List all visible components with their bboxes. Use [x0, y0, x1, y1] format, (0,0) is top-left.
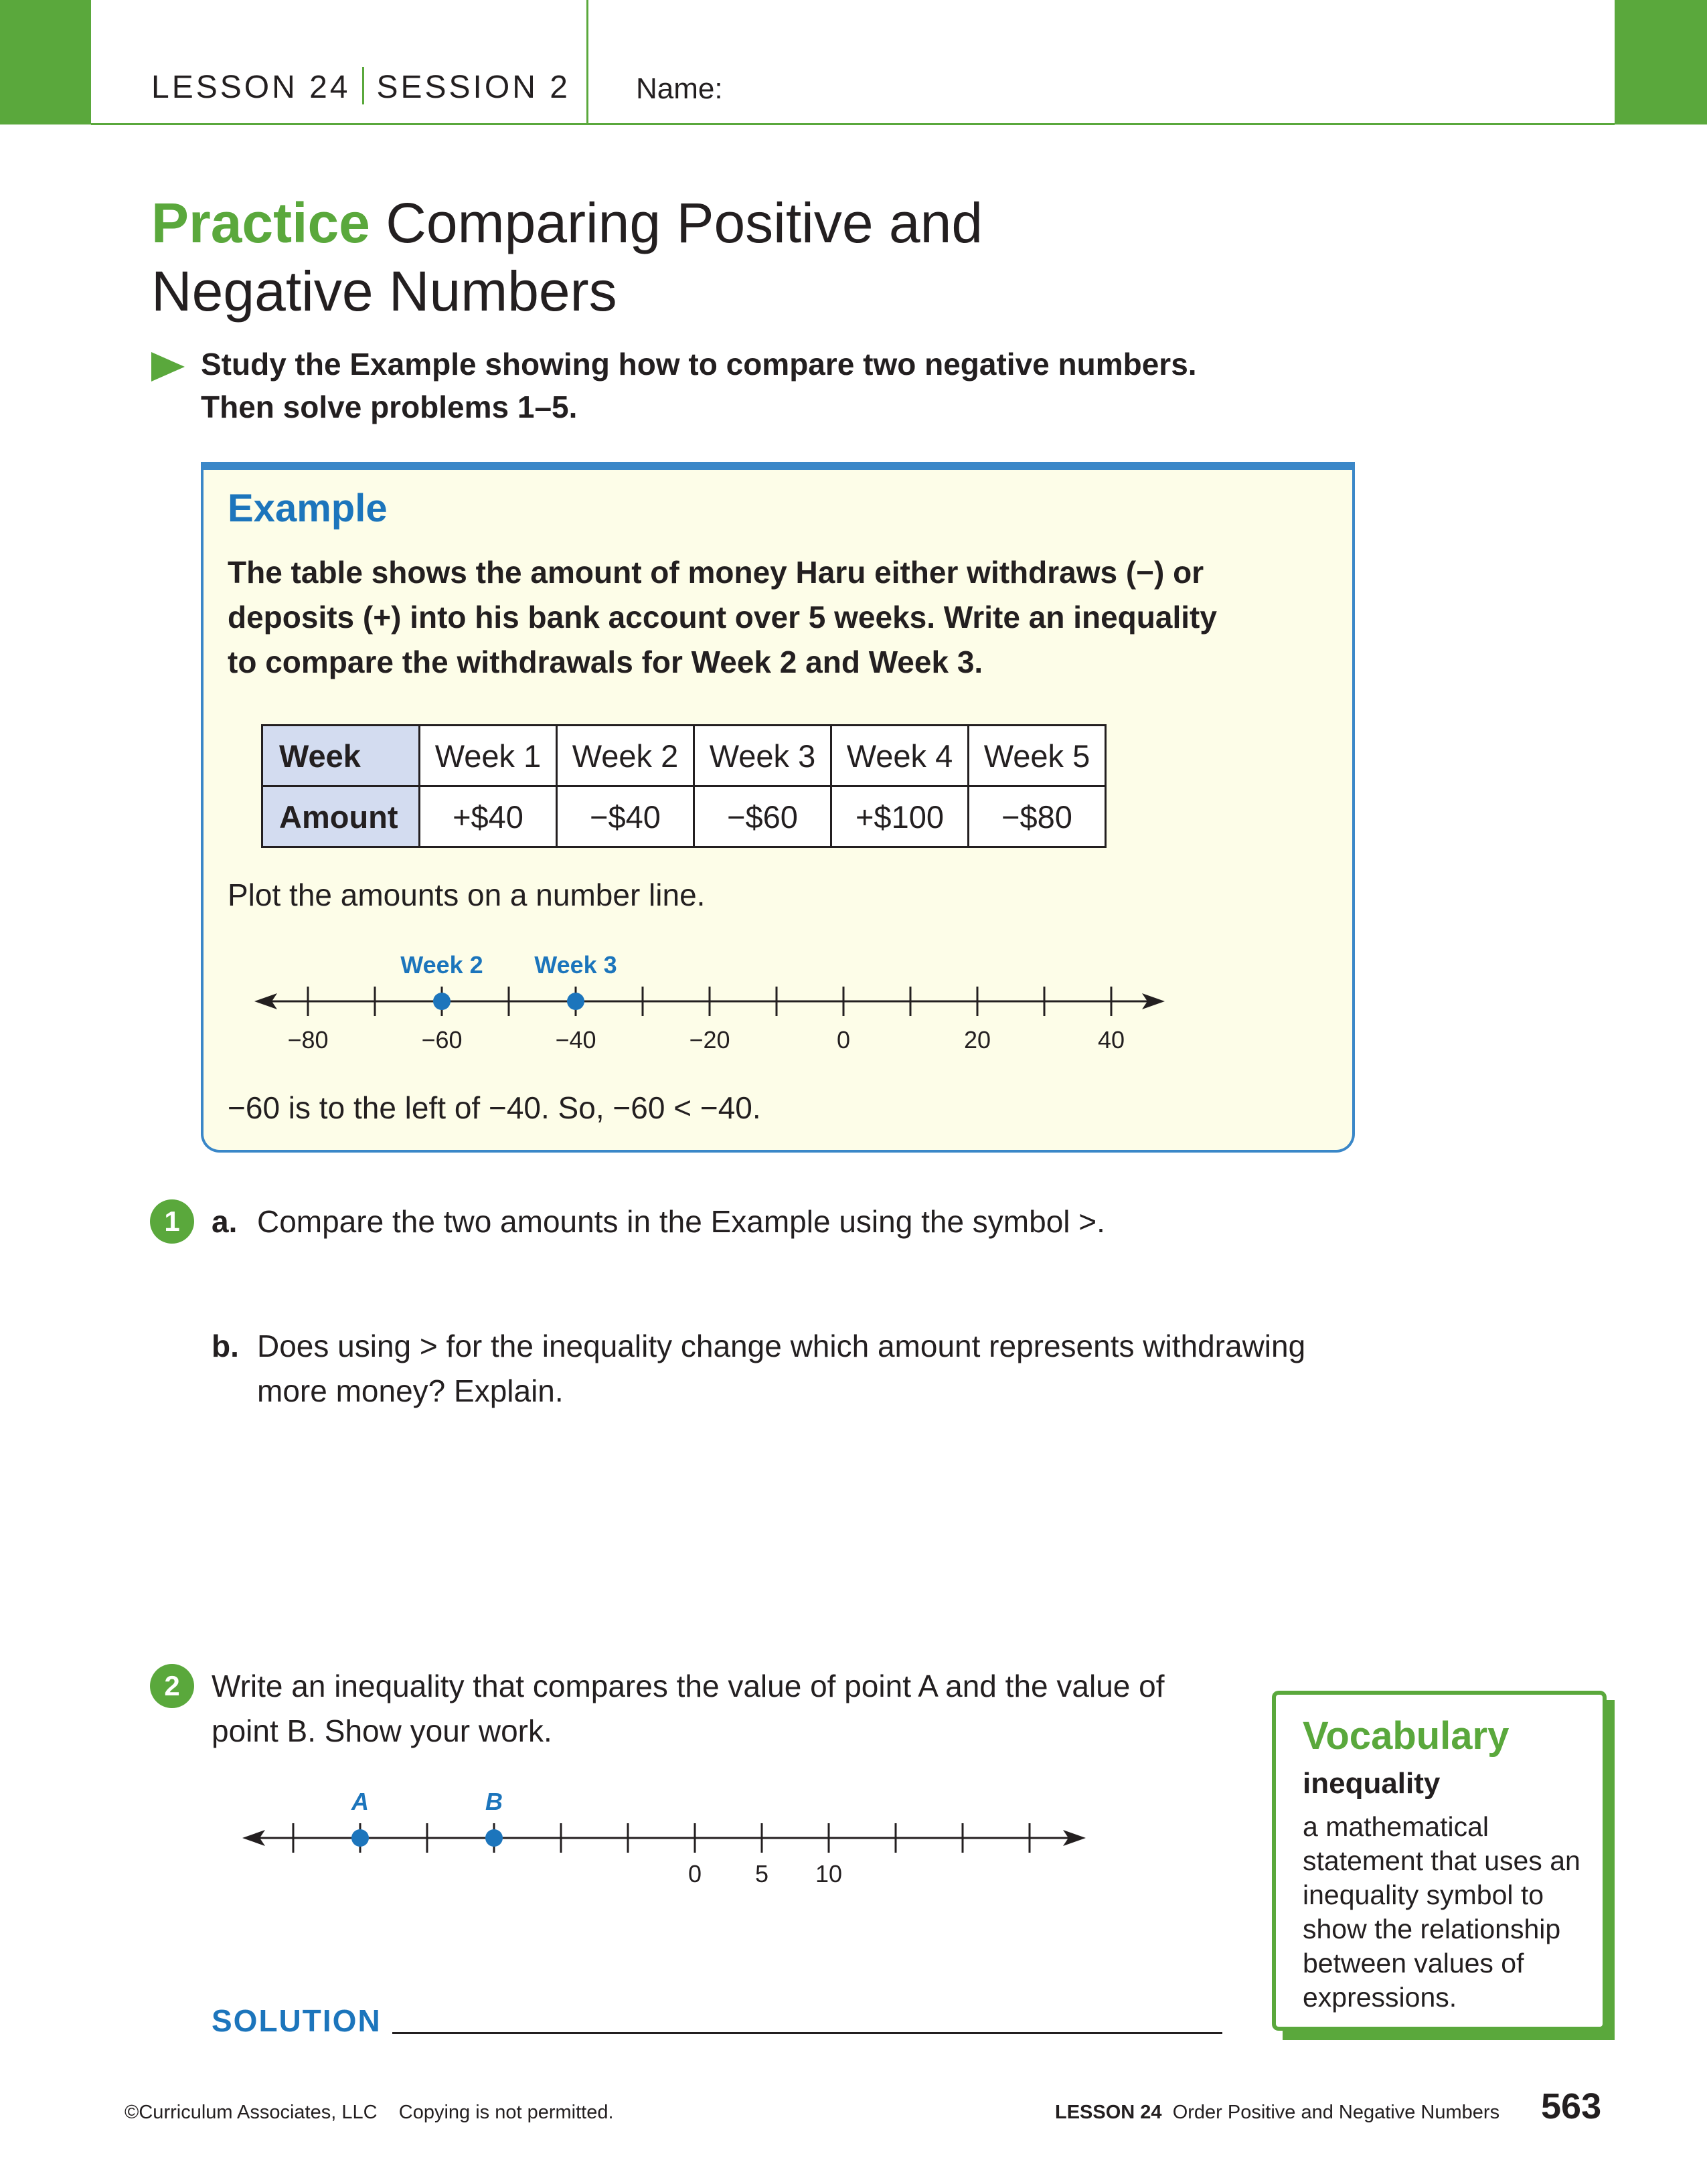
- tick-label: 10: [815, 1860, 842, 1887]
- problem-2-text: Write an inequality that compares the va…: [212, 1664, 1256, 1754]
- tick-label: 5: [755, 1860, 768, 1887]
- example-number-line: −80 −60 −40 −20 0 20 40 Week 2 Week 3: [254, 951, 1165, 1054]
- name-label: Name:: [636, 72, 723, 105]
- header-rule: [91, 123, 1615, 125]
- plot-instruction: Plot the amounts on a number line.: [228, 877, 706, 912]
- amount-table: Week Week 1 Week 2 Week 3 Week 4 Week 5 …: [261, 724, 1107, 848]
- session-label: SESSION 2: [376, 70, 570, 105]
- instructions: Study the Example showing how to compare…: [201, 343, 1272, 428]
- problem-2-line1: Write an inequality that compares the va…: [212, 1669, 1165, 1703]
- table-cell: Week 1: [418, 724, 558, 787]
- table-cell: Week 3: [693, 724, 832, 787]
- footer-lesson-number: LESSON 24: [1055, 2102, 1162, 2123]
- week3-point-label: Week 3: [534, 951, 617, 979]
- problem-2-number-line: 0 5 10 A B: [242, 1788, 1086, 1887]
- right-arrow-icon: [1142, 993, 1165, 1009]
- table-cell: +$100: [830, 785, 969, 848]
- problem-1-number: 1: [150, 1199, 194, 1244]
- vocabulary-term: inequality: [1303, 1767, 1441, 1800]
- point-b-label: B: [485, 1788, 503, 1815]
- instructions-line1: Study the Example showing how to compare…: [201, 347, 1197, 382]
- vocabulary-definition: a mathematical statement that uses an in…: [1303, 1811, 1580, 2013]
- table-cell: Week 2: [556, 724, 695, 787]
- problem-1b-letter-text: b.: [212, 1329, 239, 1363]
- table-cell: −$60: [693, 785, 832, 848]
- tick-label: 40: [1098, 1026, 1125, 1054]
- title-line2: Negative Numbers: [151, 260, 617, 323]
- vocabulary-box: [1272, 1691, 1607, 2031]
- vocabulary-title: Vocabulary: [1303, 1714, 1510, 1758]
- problem-1b-line2: more money? Explain.: [257, 1373, 564, 1408]
- table-cell: −$80: [967, 785, 1107, 848]
- example-result: −60 is to the left of −40. So, −60 < −40…: [228, 1090, 761, 1125]
- example-prompt-line2: deposits (+) into his bank account over …: [228, 600, 1217, 635]
- problem-1b-line1: Does using > for the inequality change w…: [257, 1329, 1306, 1363]
- title-line1: Comparing Positive and: [386, 191, 983, 254]
- tick-label: −80: [287, 1026, 328, 1054]
- point-a-label: A: [351, 1788, 369, 1815]
- table-cell: −$40: [556, 785, 695, 848]
- page-title: Practice Comparing Positive and Negative…: [151, 189, 1088, 325]
- lesson-label: LESSON 24: [151, 70, 351, 105]
- table-row-week: Week Week 1 Week 2 Week 3 Week 4 Week 5: [261, 724, 1107, 787]
- left-arrow-icon: [254, 993, 277, 1009]
- problem-1a-letter: a.: [212, 1199, 237, 1244]
- problem-1a-letter-text: a.: [212, 1204, 238, 1239]
- lesson-session-label: LESSON 24 SESSION 2: [151, 67, 570, 106]
- title-keyword: Practice: [151, 191, 370, 254]
- footer-lesson: LESSON 24 Order Positive and Negative Nu…: [1055, 2102, 1499, 2124]
- table-row-header: Week: [261, 724, 420, 787]
- week2-point-label: Week 2: [400, 951, 483, 979]
- week3-point: [567, 993, 584, 1010]
- page-number: 563: [1541, 2086, 1602, 2126]
- arrow-icon: [151, 352, 185, 382]
- tick-label: −40: [555, 1026, 596, 1054]
- solution-answer-line[interactable]: [392, 2032, 1222, 2034]
- problem-2-number: 2: [150, 1664, 194, 1708]
- problem-1b-letter: b.: [212, 1324, 239, 1369]
- tick-label: −20: [689, 1026, 730, 1054]
- instructions-line2: Then solve problems 1–5.: [201, 390, 578, 424]
- header-divider: [586, 0, 588, 124]
- table-cell: +$40: [418, 785, 558, 848]
- week2-point: [433, 993, 451, 1010]
- example-title: Example: [228, 487, 388, 530]
- right-arrow-icon: [1063, 1830, 1086, 1846]
- tick-label: 0: [837, 1026, 850, 1054]
- table-cell: Week 5: [967, 724, 1107, 787]
- header-bar-left: [0, 0, 91, 124]
- solution-label: SOLUTION: [212, 2003, 382, 2038]
- example-prompt-line1: The table shows the amount of money Haru…: [228, 555, 1204, 590]
- example-prompt-line3: to compare the withdrawals for Week 2 an…: [228, 645, 983, 679]
- header-bar-right: [1615, 0, 1707, 124]
- table-row-amount: Amount +$40 −$40 −$60 +$100 −$80: [261, 785, 1107, 848]
- point-a: [351, 1829, 369, 1847]
- table-cell: Week 4: [830, 724, 969, 787]
- footer-lesson-title: Order Positive and Negative Numbers: [1172, 2102, 1500, 2123]
- point-b: [485, 1829, 503, 1847]
- table-row-header: Amount: [261, 785, 420, 848]
- tick-label: −60: [421, 1026, 462, 1054]
- tick-label: 20: [964, 1026, 991, 1054]
- example-prompt: The table shows the amount of money Haru…: [228, 550, 1325, 685]
- lesson-separator: [362, 67, 365, 104]
- problem-1a-text: Compare the two amounts in the Example u…: [257, 1204, 1105, 1239]
- problem-2-line2: point B. Show your work.: [212, 1713, 552, 1748]
- tick-label: 0: [688, 1860, 702, 1887]
- left-arrow-icon: [242, 1830, 265, 1846]
- problem-1b-text: Does using > for the inequality change w…: [257, 1324, 1382, 1414]
- footer-copyright: ©Curriculum Associates, LLC Copying is n…: [125, 2102, 614, 2123]
